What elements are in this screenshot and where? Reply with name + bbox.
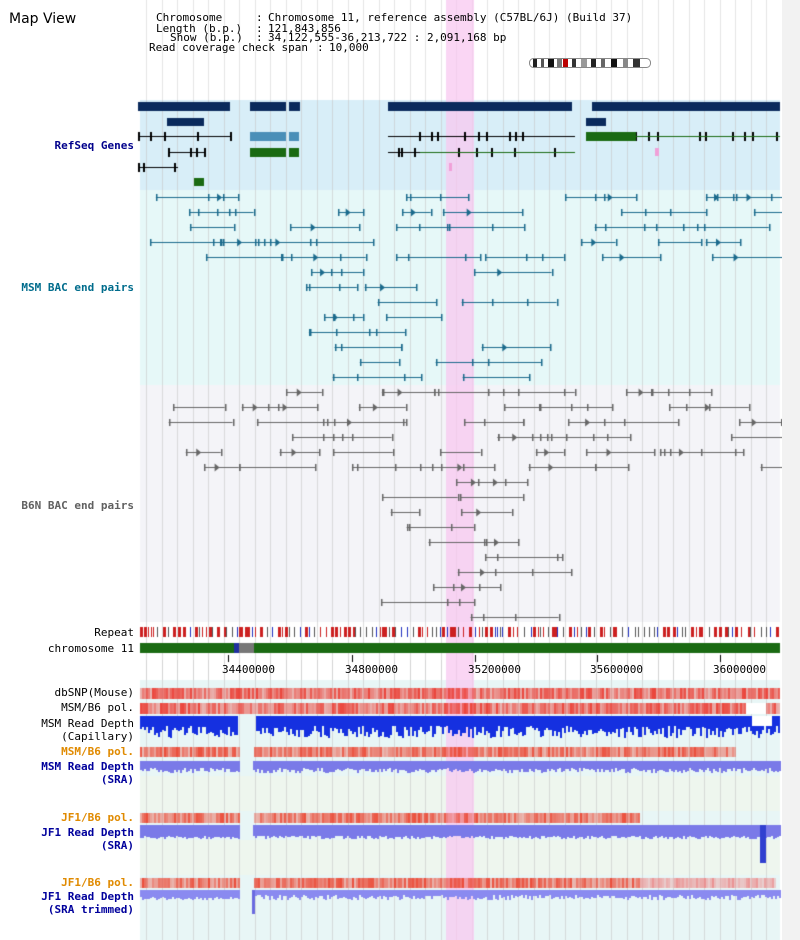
track-label-msm-depth-sra-sub: (SRA) [100, 773, 134, 786]
show-value: 34,122,555-36,213,722 : 2,091,168 bp [268, 31, 507, 44]
axis-tick-label: 34800000 [345, 663, 398, 676]
vertical-scrollbar[interactable] [782, 0, 800, 940]
sep-2: : [256, 22, 263, 35]
page-title: Map View [9, 11, 77, 27]
axis-tick-label: 34400000 [222, 663, 275, 676]
track-label-jf1-b6-pol[interactable]: JF1/B6 pol. [61, 811, 134, 824]
axis-tick-label: 36000000 [713, 663, 766, 676]
track-label-msm-bac[interactable]: MSM BAC end pairs [21, 281, 134, 294]
track-label-msm-b6-pol[interactable]: MSM/B6 pol. [61, 701, 134, 714]
chromosome-value: Chromosome 11, reference assembly (C57BL… [268, 11, 633, 24]
coverage-label: Read coverage check span [149, 41, 308, 54]
track-label-msm-b6-pol-2[interactable]: MSM/B6 pol. [61, 745, 134, 758]
sep-1: : [256, 11, 263, 24]
sep-4: : [317, 41, 324, 54]
track-label-msm-depth-cap[interactable]: MSM Read Depth [41, 717, 134, 730]
track-label-msm-depth-cap-sub: (Capillary) [61, 730, 134, 743]
show-label: Show (b.p.) [170, 31, 243, 44]
track-label-dbsnp[interactable]: dbSNP(Mouse) [54, 686, 134, 699]
chromosome-ideogram[interactable] [529, 53, 651, 68]
track-label-refseq[interactable]: RefSeq Genes [54, 139, 134, 152]
track-label-msm-depth-sra[interactable]: MSM Read Depth [41, 760, 134, 773]
axis-tick-label: 35200000 [468, 663, 521, 676]
chromosome-label: Chromosome [156, 11, 223, 24]
track-label-b6n-bac[interactable]: B6N BAC end pairs [21, 499, 134, 512]
coverage-value: 10,000 [329, 41, 369, 54]
axis-tick-label: 35600000 [590, 663, 643, 676]
track-label-jf1-trim[interactable]: JF1 Read Depth [41, 890, 134, 903]
track-label-jf1-b6-pol-2[interactable]: JF1/B6 pol. [61, 876, 134, 889]
track-label-jf1-depth[interactable]: JF1 Read Depth [41, 826, 134, 839]
track-label-repeat[interactable]: Repeat [94, 626, 134, 639]
track-label-jf1-trim-sub: (SRA trimmed) [47, 903, 134, 916]
sep-3: : [256, 31, 263, 44]
length-label: Length (b.p.) [156, 22, 243, 35]
track-label-jf1-depth-sub: (SRA) [100, 839, 134, 852]
track-label-chromosome[interactable]: chromosome 11 [47, 642, 134, 655]
length-value: 121,843,856 [268, 22, 341, 35]
